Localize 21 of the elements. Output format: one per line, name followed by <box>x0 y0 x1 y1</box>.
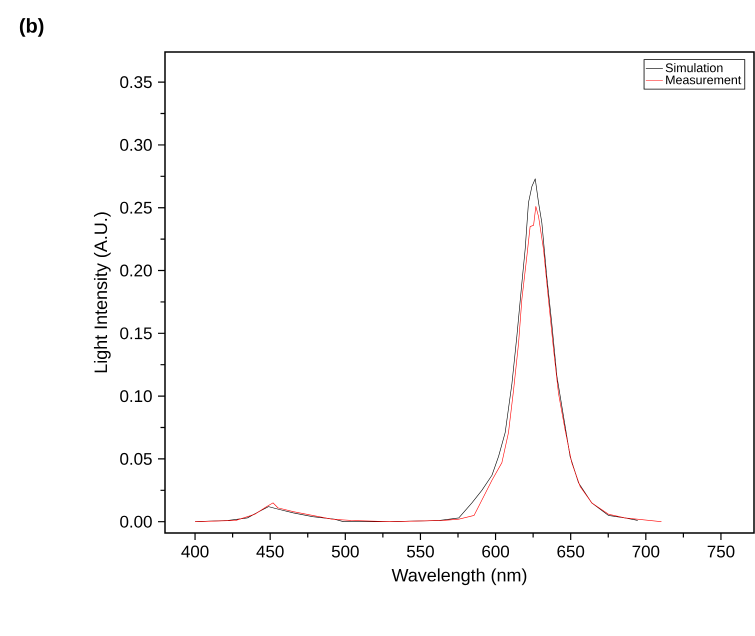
x-tick-label: 750 <box>708 546 734 558</box>
y-tick-label: 0.15 <box>120 327 152 340</box>
x-tick-label: 600 <box>482 546 510 558</box>
y-tick-label: 0.05 <box>120 452 152 465</box>
y-tick-label: 0.25 <box>120 202 152 214</box>
y-tick-label: 0.35 <box>120 76 152 88</box>
y-axis-title: Light Intensity (A.U.) <box>94 212 111 372</box>
y-tick-label: 0.10 <box>120 390 152 402</box>
x-tick-label: 450 <box>256 546 284 558</box>
x-tick-label: 400 <box>181 546 209 558</box>
x-tick-label: 650 <box>557 546 584 558</box>
legend-label: Simulation <box>666 63 722 72</box>
x-tick-label: 700 <box>632 546 660 558</box>
x-tick-label: 500 <box>332 546 359 558</box>
legend-label: Measurement <box>666 76 742 84</box>
y-tick-label: 0.00 <box>120 516 152 528</box>
y-tick-label: 0.20 <box>120 264 152 277</box>
x-tick-label: 550 <box>406 546 434 558</box>
x-axis-title: Wavelength (nm) <box>392 568 526 586</box>
chart-title: (b) <box>20 18 44 37</box>
y-tick-label: 0.30 <box>120 138 152 151</box>
